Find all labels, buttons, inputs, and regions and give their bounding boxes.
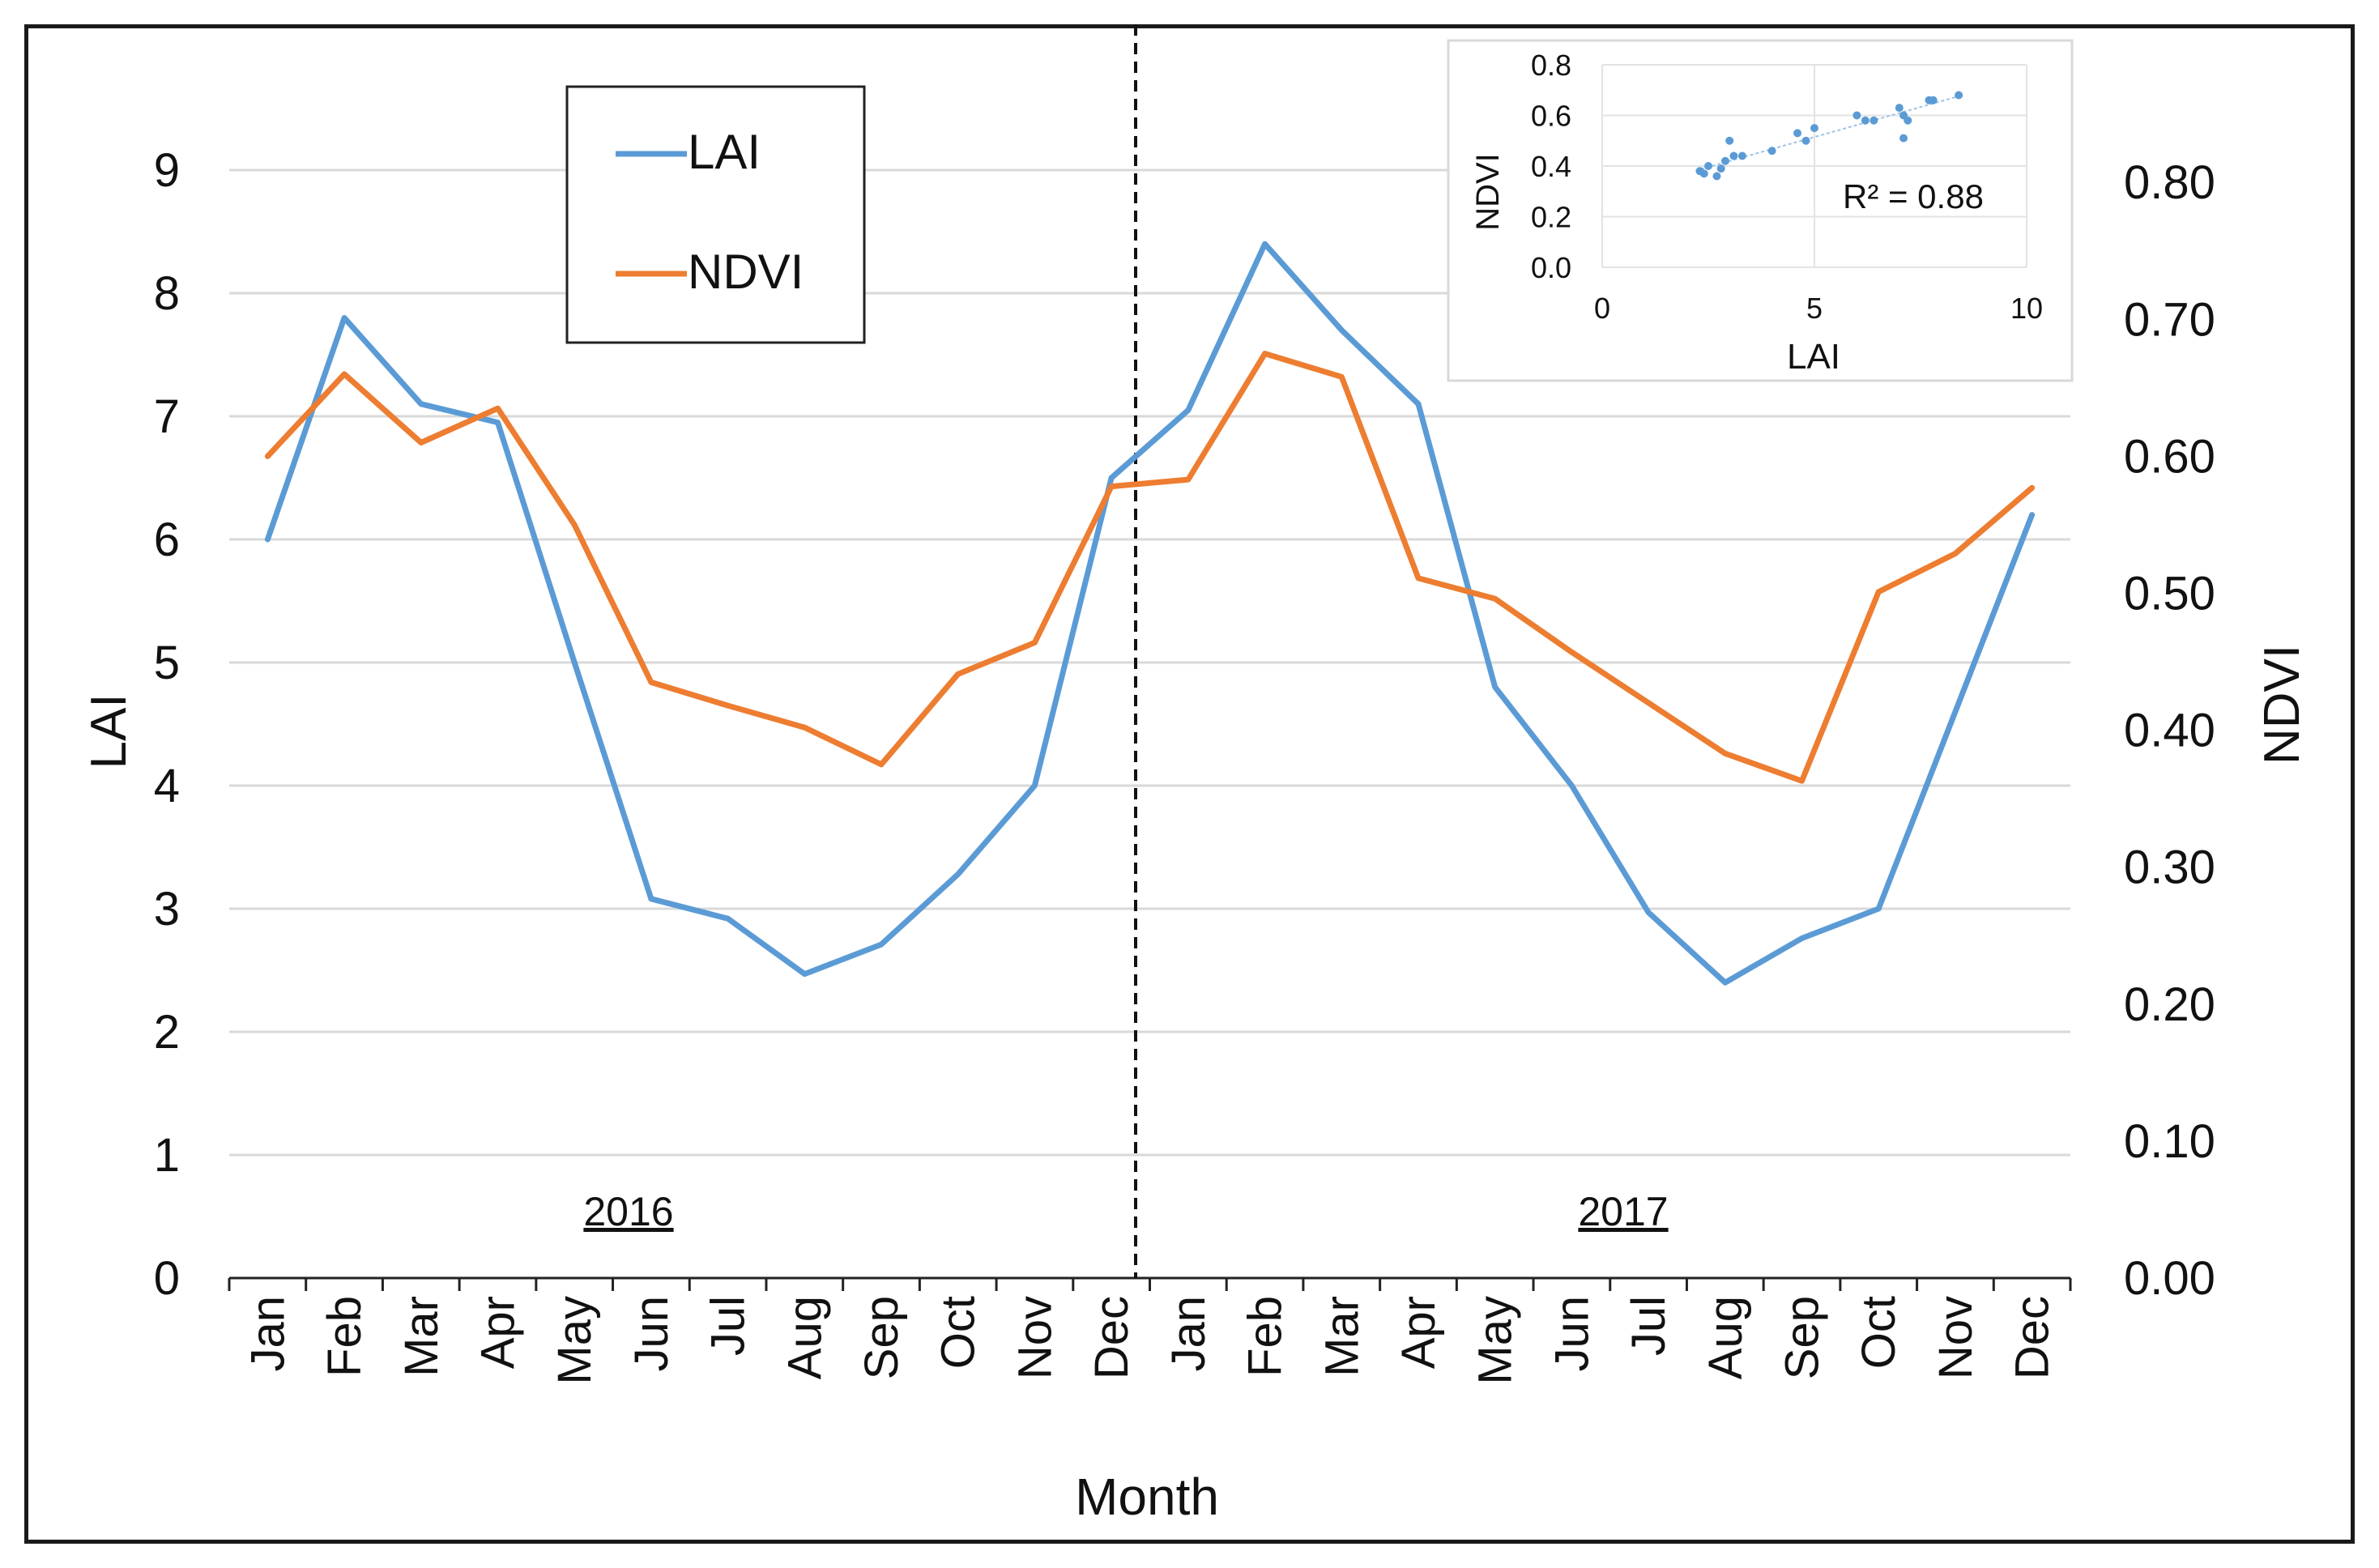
right-tick-label: 0.20: [2124, 978, 2215, 1031]
inset-point: [1767, 147, 1776, 156]
inset-y-tick-label: 0.2: [1531, 201, 1571, 234]
right-tick-label: 0.40: [2124, 705, 2215, 757]
inset-x-ticks: 0 5 10: [1594, 292, 2043, 325]
inset-y-tick-label: 0.6: [1531, 100, 1571, 133]
inset-point: [1870, 116, 1878, 125]
inset-r2-annotation: R² = 0.88: [1843, 177, 1984, 215]
inset-y-tick-label: 0.0: [1531, 251, 1571, 284]
month-label: Feb: [1239, 1296, 1292, 1377]
inset-points: [1695, 91, 1963, 181]
month-label: Mar: [1315, 1296, 1368, 1377]
inset-point: [1852, 111, 1861, 120]
figure-frame: [24, 24, 2355, 1544]
inset-point: [1929, 96, 1938, 104]
inset-point: [1793, 129, 1802, 138]
inset-x-tick-label: 5: [1806, 292, 1823, 325]
inset-point: [1801, 136, 1810, 145]
left-tick-label: 1: [154, 1129, 180, 1182]
inset-point: [1712, 172, 1721, 181]
x-tick-marks: [228, 1278, 2072, 1291]
inset-x-tick-label: 0: [1594, 292, 1610, 325]
legend-lai-label: LAI: [688, 125, 761, 179]
month-label: Jun: [1545, 1296, 1598, 1372]
series-line-lai: [264, 241, 2036, 986]
right-y-ticks: 0.00 0.10 0.20 0.30 0.40 0.50 0.60 0.70 0.80: [2124, 156, 2215, 1305]
month-label: Oct: [932, 1296, 985, 1369]
legend: LAI NDVI: [565, 85, 866, 344]
month-label: Feb: [318, 1296, 371, 1377]
right-tick-label: 0.70: [2124, 293, 2215, 346]
month-label: Nov: [1008, 1296, 1061, 1379]
inset-point: [1699, 169, 1708, 178]
month-label: Dec: [1085, 1296, 1138, 1379]
month-label: Jul: [702, 1296, 755, 1356]
legend-box: [565, 85, 866, 344]
inset-point: [1861, 116, 1870, 125]
inset-point: [1737, 151, 1746, 160]
left-tick-label: 4: [154, 760, 180, 812]
month-label: Aug: [778, 1296, 831, 1379]
month-label: Nov: [1929, 1296, 1982, 1379]
inset-point: [1729, 151, 1738, 160]
left-tick-label: 6: [154, 513, 180, 566]
left-tick-label: 5: [154, 637, 180, 689]
right-tick-label: 0.50: [2124, 568, 2215, 620]
left-axis-label: LAI: [81, 693, 137, 769]
left-tick-label: 9: [154, 144, 180, 197]
month-label: Dec: [2006, 1296, 2059, 1379]
month-label: May: [548, 1296, 601, 1385]
month-label: Oct: [1852, 1296, 1905, 1369]
legend-ndvi-label: NDVI: [688, 245, 804, 299]
left-tick-label: 7: [154, 390, 180, 443]
left-tick-label: 8: [154, 267, 180, 320]
month-label: Apr: [471, 1296, 524, 1369]
month-label: Jul: [1622, 1296, 1675, 1356]
inset-point: [1704, 162, 1712, 170]
year-label-2016: 2016: [583, 1189, 673, 1234]
month-label: Mar: [395, 1296, 448, 1377]
year-label-2017: 2017: [1578, 1189, 1668, 1234]
inset-y-tick-label: 0.8: [1531, 49, 1571, 82]
right-tick-label: 0.10: [2124, 1115, 2215, 1168]
inset-point: [1810, 124, 1818, 133]
inset-x-label: LAI: [1787, 337, 1840, 377]
month-label: Jun: [625, 1296, 678, 1372]
series-lines: [264, 241, 2036, 986]
x-axis-label: Month: [1075, 1468, 1219, 1526]
inset-point: [1895, 104, 1904, 113]
month-label: May: [1469, 1296, 1522, 1385]
inset-x-tick-label: 10: [2010, 292, 2043, 325]
inset-point: [1725, 136, 1734, 145]
month-label: Sep: [855, 1296, 908, 1379]
right-tick-label: 0.60: [2124, 430, 2215, 483]
inset-point: [1720, 156, 1729, 165]
right-axis-label: NDVI: [2254, 645, 2310, 765]
inset-point: [1904, 116, 1912, 125]
inset-point: [1716, 164, 1725, 173]
inset-y-label: NDVI: [1470, 153, 1506, 231]
series-line-ndvi: [264, 351, 2036, 784]
left-tick-label: 2: [154, 1006, 180, 1059]
month-label: Aug: [1699, 1296, 1752, 1379]
month-label: Sep: [1776, 1296, 1829, 1379]
inset-gridlines: [1601, 64, 2027, 268]
inset-y-tick-label: 0.4: [1531, 150, 1571, 183]
month-label: Apr: [1392, 1296, 1445, 1369]
left-y-ticks: 0 1 2 3 4 5 6 7 8 9: [154, 144, 180, 1305]
left-tick-label: 3: [154, 883, 180, 935]
left-tick-label: 0: [154, 1252, 180, 1305]
inset-point: [1955, 91, 1963, 100]
right-tick-label: 0.00: [2124, 1252, 2215, 1305]
inset-scatter: 0.0 0.2 0.4 0.6 0.8 0 5 10 R² = 0.88 LAI NDVI: [1447, 39, 2074, 382]
inset-box: [1447, 39, 2074, 382]
x-tick-labels: Jan Feb Mar Apr May Jun Jul Aug Sep Oct Nov Dec Jan F…: [241, 1296, 2058, 1385]
right-tick-label: 0.80: [2124, 156, 2215, 209]
month-label: Jan: [241, 1296, 294, 1372]
inset-point: [1899, 134, 1908, 143]
month-label: Jan: [1162, 1296, 1215, 1372]
inset-y-ticks: 0.0 0.2 0.4 0.6 0.8: [1531, 49, 1571, 284]
right-tick-label: 0.30: [2124, 842, 2215, 894]
